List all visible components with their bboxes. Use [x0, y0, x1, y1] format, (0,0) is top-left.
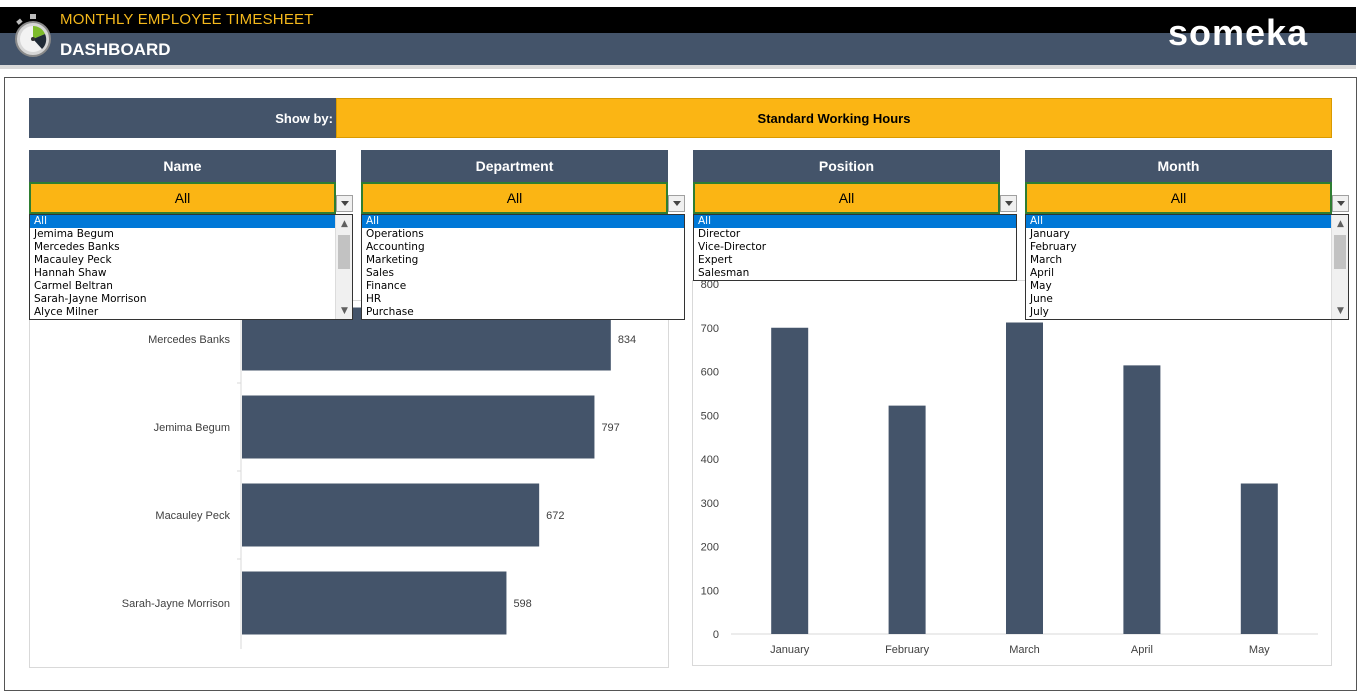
list-item[interactable]: Sarah-Jayne Morrison [34, 293, 147, 305]
y-tick-label: 200 [701, 542, 719, 554]
filter-position-listbox[interactable]: All Director Vice-Director Expert Salesm… [693, 214, 1017, 281]
y-tick-label: 600 [701, 367, 719, 379]
list-item[interactable]: June [1030, 293, 1053, 305]
y-tick-label: 800 [701, 281, 719, 291]
filter-month-header: Month [1025, 150, 1332, 182]
list-item[interactable]: January [1030, 228, 1070, 240]
y-tick-label: 0 [713, 629, 719, 641]
scroll-up-icon[interactable]: ▲ [1337, 218, 1344, 229]
bar[interactable] [1006, 322, 1043, 635]
show-by-label: Show by: [29, 98, 336, 138]
list-item[interactable]: Purchase [366, 306, 414, 318]
list-item[interactable]: March [1030, 254, 1063, 266]
y-tick-label: 100 [701, 585, 719, 597]
list-item[interactable]: All [694, 215, 1016, 228]
list-item[interactable]: May [1030, 280, 1052, 292]
bar[interactable] [242, 571, 507, 635]
list-item[interactable]: Expert [698, 254, 733, 266]
list-item[interactable]: Hannah Shaw [34, 267, 107, 279]
hours-by-month-chart: 0 100 200 300 400 500 600 700 800 January February… [701, 279, 1318, 656]
list-item[interactable]: Marketing [366, 254, 419, 266]
list-item[interactable]: Salesman [698, 267, 750, 279]
list-item[interactable]: Jemima Begum [34, 228, 114, 240]
bar[interactable] [888, 405, 926, 634]
category-label: Macauley Peck [155, 510, 230, 522]
list-item[interactable]: All [362, 215, 684, 228]
scrollbar-thumb[interactable] [1334, 235, 1346, 269]
list-item[interactable]: Alyce Milner [34, 306, 99, 318]
list-item[interactable]: Director [698, 228, 741, 240]
bar[interactable] [1240, 483, 1278, 635]
header-bottom-bar [0, 33, 1356, 65]
category-label: Mercedes Banks [148, 334, 230, 346]
name-chart-panel: Mercedes Banks 834 Jemima Begum 797 Macauley… [29, 294, 669, 668]
data-label: 598 [513, 598, 531, 610]
list-item[interactable]: HR [366, 293, 382, 305]
filter-month-dropdown-arrow[interactable] [1332, 195, 1349, 212]
list-item[interactable]: February [1030, 241, 1077, 253]
scroll-down-icon[interactable]: ▼ [341, 305, 348, 316]
data-label: 672 [546, 510, 564, 522]
list-item[interactable]: Operations [366, 228, 424, 240]
category-label: Jemima Begum [154, 422, 230, 434]
header-top-bar [0, 7, 1356, 33]
list-item[interactable]: April [1030, 267, 1054, 279]
list-item[interactable]: Mercedes Banks [34, 241, 120, 253]
filter-month-scrollbar[interactable]: ▲ ▼ [1331, 215, 1348, 319]
list-item[interactable]: Vice-Director [698, 241, 767, 253]
scroll-up-icon[interactable]: ▲ [341, 218, 348, 229]
y-tick-label: 400 [701, 454, 719, 466]
list-item[interactable]: Macauley Peck [34, 254, 112, 266]
data-label: 834 [618, 334, 636, 346]
y-tick-label: 500 [701, 410, 719, 422]
header-shadow [0, 65, 1356, 69]
stopwatch-icon [15, 14, 51, 57]
filter-name-scrollbar[interactable]: ▲ ▼ [335, 215, 352, 319]
page-title: DASHBOARD [60, 40, 171, 59]
filter-name-listbox[interactable]: All Jemima Begum Mercedes Banks Macauley… [29, 214, 353, 320]
filter-position-value[interactable]: All [693, 182, 1000, 214]
y-tick-label: 300 [701, 498, 719, 510]
filter-month-listbox[interactable]: All January February March April May Jun… [1025, 214, 1349, 320]
filter-department-listbox[interactable]: All Operations Accounting Marketing Sale… [361, 214, 685, 320]
y-tick-label: 700 [701, 323, 719, 335]
x-tick-label: March [1009, 644, 1040, 656]
list-item[interactable]: Carmel Beltran [34, 280, 113, 292]
show-by-selector[interactable]: Standard Working Hours [336, 98, 1332, 138]
list-item[interactable]: Finance [366, 280, 407, 292]
list-item[interactable]: All [1026, 215, 1348, 228]
filter-department-value[interactable]: All [361, 182, 668, 214]
filter-month-value[interactable]: All [1025, 182, 1332, 214]
scroll-down-icon[interactable]: ▼ [1337, 305, 1344, 316]
data-label: 797 [601, 422, 619, 434]
bar[interactable] [771, 327, 809, 634]
bar[interactable] [1123, 365, 1161, 634]
month-chart-panel: 0 100 200 300 400 500 600 700 800 January February… [692, 279, 1332, 666]
filter-name-dropdown-arrow[interactable] [336, 195, 353, 212]
scrollbar-thumb[interactable] [338, 235, 350, 269]
filter-position-header: Position [693, 150, 1000, 182]
list-item[interactable]: All [30, 215, 352, 228]
brand-logo[interactable]: someka [1168, 12, 1309, 53]
filter-name-header: Name [29, 150, 336, 182]
filter-department-dropdown-arrow[interactable] [668, 195, 685, 212]
app-title: MONTHLY EMPLOYEE TIMESHEET [60, 11, 314, 28]
list-item[interactable]: Accounting [366, 241, 425, 253]
filter-department-header: Department [361, 150, 668, 182]
x-tick-label: February [885, 644, 930, 656]
x-tick-label: May [1249, 644, 1270, 656]
bar[interactable] [242, 395, 595, 459]
category-label: Sarah-Jayne Morrison [122, 598, 230, 610]
bar[interactable] [242, 483, 540, 547]
filter-name-value[interactable]: All [29, 182, 336, 214]
x-tick-label: January [770, 644, 810, 656]
list-item[interactable]: July [1030, 306, 1049, 318]
filter-position-dropdown-arrow[interactable] [1000, 195, 1017, 212]
list-item[interactable]: Sales [366, 267, 394, 279]
hours-by-name-chart: Mercedes Banks 834 Jemima Begum 797 Macauley… [122, 294, 636, 649]
x-tick-label: April [1131, 644, 1153, 656]
